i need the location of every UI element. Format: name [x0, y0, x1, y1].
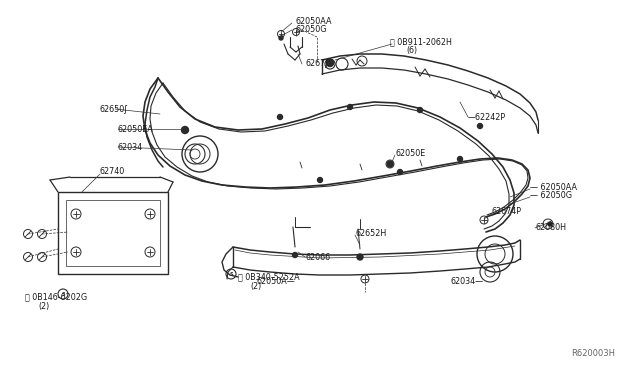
- Circle shape: [317, 177, 323, 183]
- Circle shape: [182, 126, 189, 134]
- Text: 62050AA: 62050AA: [295, 17, 332, 26]
- Text: 6267ʃ: 6267ʃ: [305, 60, 328, 68]
- Text: — 62050AA: — 62050AA: [530, 183, 577, 192]
- Circle shape: [477, 124, 483, 128]
- Text: 62652H: 62652H: [355, 230, 387, 238]
- Text: 62034—: 62034—: [451, 278, 484, 286]
- Circle shape: [397, 170, 403, 174]
- Text: Ⓢ 0B340-5252A: Ⓢ 0B340-5252A: [238, 273, 300, 282]
- Text: N: N: [328, 61, 332, 67]
- Circle shape: [326, 60, 333, 67]
- Text: S: S: [229, 272, 233, 276]
- Circle shape: [548, 222, 552, 226]
- Circle shape: [278, 115, 282, 119]
- Circle shape: [417, 108, 422, 112]
- Circle shape: [279, 36, 283, 40]
- Text: 62080H: 62080H: [535, 222, 566, 231]
- Text: R620003H: R620003H: [571, 350, 615, 359]
- Text: Ⓢ 0B146-6202G: Ⓢ 0B146-6202G: [25, 292, 87, 301]
- Text: Ⓝ 0B911-2062H: Ⓝ 0B911-2062H: [390, 38, 452, 46]
- Circle shape: [292, 253, 298, 257]
- Text: 62650ʃ: 62650ʃ: [100, 105, 128, 113]
- Text: 62050EA: 62050EA: [118, 125, 154, 134]
- Text: 62034: 62034: [118, 142, 143, 151]
- Text: 62050A—: 62050A—: [256, 278, 295, 286]
- Bar: [66, 200, 160, 266]
- Text: —62242P: —62242P: [468, 112, 506, 122]
- Text: S: S: [61, 292, 65, 296]
- Text: 62050G: 62050G: [295, 26, 326, 35]
- Text: (6): (6): [406, 45, 417, 55]
- Text: 62674P: 62674P: [492, 208, 522, 217]
- Text: (2): (2): [250, 282, 261, 292]
- Text: — 62050G: — 62050G: [530, 192, 572, 201]
- Text: (2): (2): [38, 302, 49, 311]
- Bar: [58, 192, 168, 274]
- Circle shape: [348, 105, 353, 109]
- Circle shape: [458, 157, 463, 161]
- Circle shape: [327, 60, 333, 66]
- Text: 62740: 62740: [100, 167, 125, 176]
- Circle shape: [387, 161, 393, 167]
- Text: 62066: 62066: [305, 253, 330, 262]
- Circle shape: [357, 254, 363, 260]
- Text: 62050E: 62050E: [395, 150, 425, 158]
